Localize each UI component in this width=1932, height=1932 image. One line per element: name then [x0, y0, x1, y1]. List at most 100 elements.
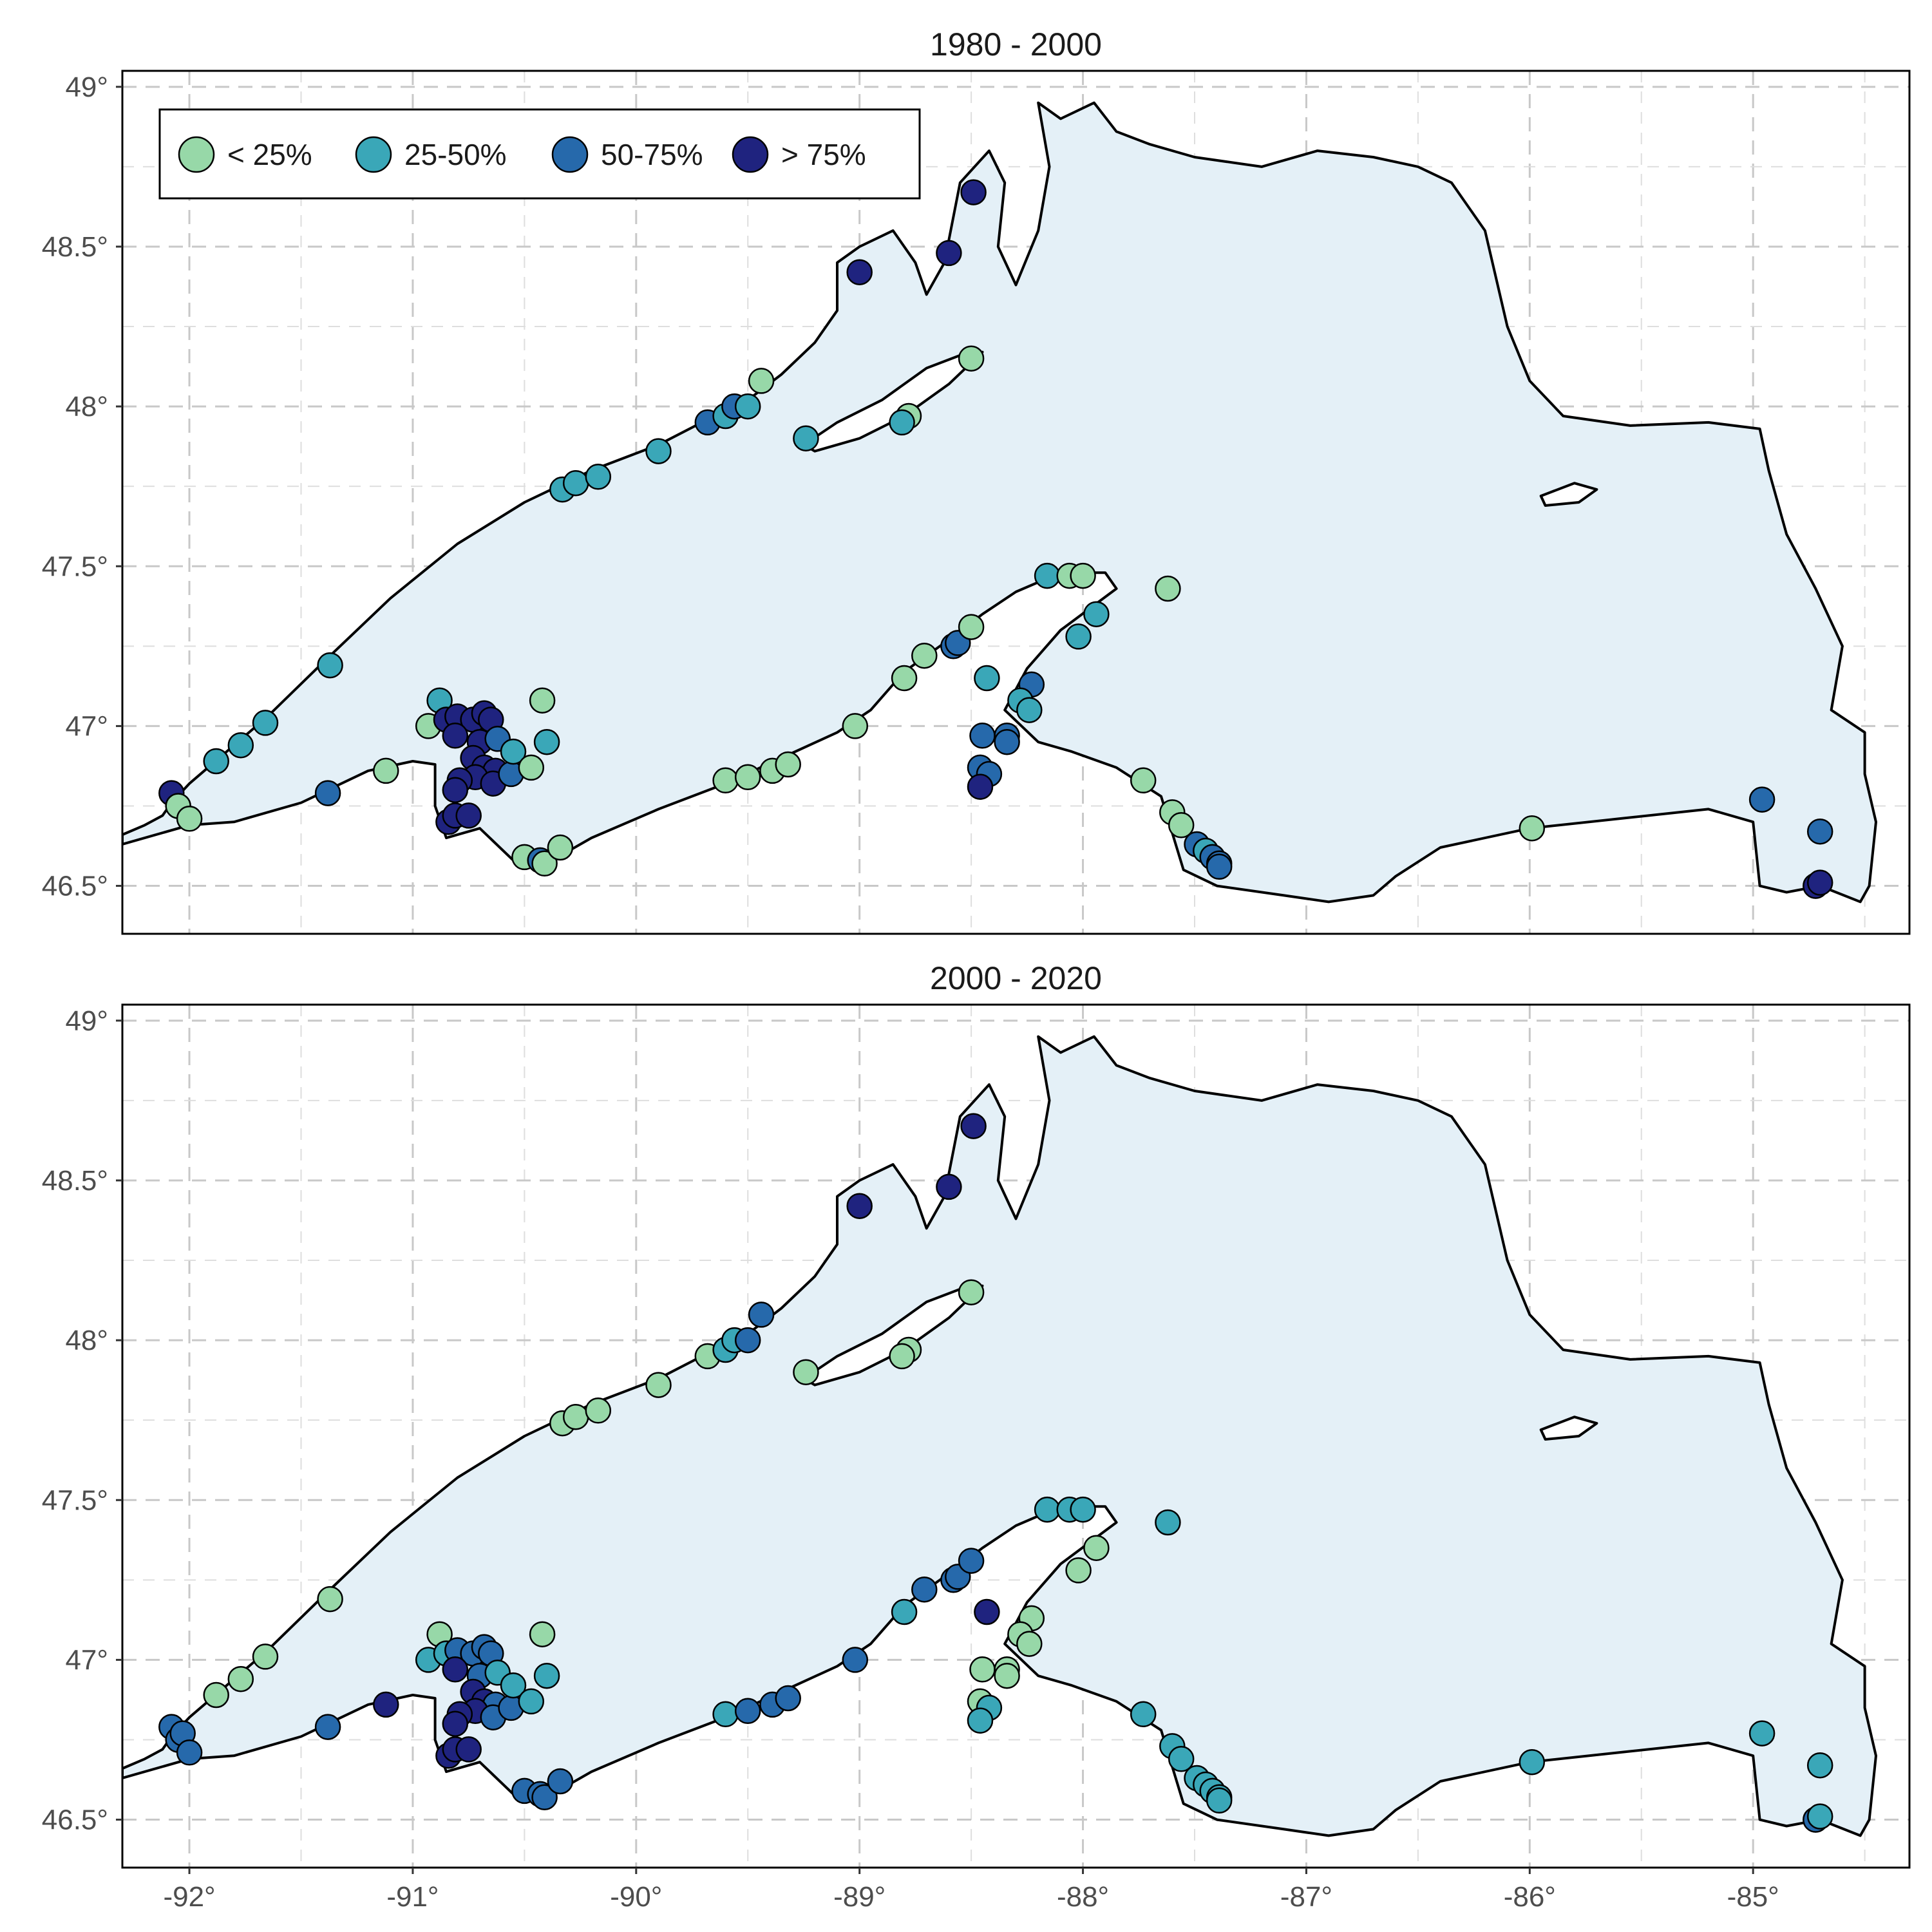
site-point — [936, 1173, 962, 1200]
site-point — [227, 732, 254, 759]
site-point — [1155, 575, 1181, 602]
site-point — [500, 1672, 527, 1699]
site-point — [994, 728, 1020, 755]
site-point — [891, 1598, 918, 1625]
x-tick-label: -87° — [1280, 1881, 1332, 1913]
site-point — [176, 1739, 203, 1766]
site-point — [317, 1586, 343, 1613]
site-point — [455, 1736, 482, 1763]
x-tick-label: -91° — [386, 1881, 439, 1913]
michipicoten-island — [1539, 1416, 1598, 1441]
legend-label-gt75: > 75% — [781, 138, 866, 171]
panel-2000-2020: 2000 - 2020 46.5° 47° 47.5° 48° 48.5° 49° -92° -… — [42, 960, 1911, 1913]
x-tick-label: -85° — [1727, 1881, 1779, 1913]
legend-swatch-25_50 — [355, 136, 392, 173]
site-point — [1034, 562, 1061, 589]
site-point — [842, 1647, 869, 1673]
site-point — [967, 1707, 994, 1734]
site-point — [846, 1193, 873, 1219]
site-point — [562, 1403, 589, 1430]
legend-box — [158, 108, 921, 200]
site-point — [1806, 818, 1833, 845]
site-point — [1806, 1803, 1833, 1830]
site-point — [734, 764, 761, 791]
sites — [158, 179, 1833, 899]
site-point — [176, 806, 203, 832]
site-point — [252, 710, 279, 736]
site-point — [1083, 1535, 1110, 1561]
site-point — [203, 748, 229, 775]
site-point — [969, 1656, 996, 1683]
panel-1980-2000: 1980 - 2000 46.5° 47° 47.5° 48° 48.5° 49° — [42, 26, 1911, 935]
legend-swatch-50_75 — [551, 136, 589, 173]
site-point — [1016, 1631, 1043, 1657]
site-point — [1168, 812, 1195, 838]
y-tick-label: 48° — [65, 391, 108, 422]
lake-superior — [122, 101, 1877, 904]
x-tick-label: -90° — [610, 1881, 662, 1913]
site-point — [373, 757, 399, 784]
legend-label-25_50: 25-50% — [404, 138, 507, 171]
site-point — [529, 687, 556, 714]
legend-label-50_75: 50-75% — [601, 138, 703, 171]
site-point — [974, 1598, 1000, 1625]
site-point — [562, 469, 589, 497]
site-point — [1070, 562, 1096, 589]
panel-frame — [121, 1003, 1911, 1869]
y-tick-label: 47° — [65, 710, 108, 742]
y-tick-label: 48° — [65, 1325, 108, 1356]
site-point — [373, 1691, 399, 1718]
site-point — [958, 345, 985, 372]
site-point — [203, 1681, 229, 1709]
site-point — [1083, 601, 1110, 627]
site-point — [442, 1710, 469, 1737]
panel-frame — [121, 70, 1911, 935]
site-point — [1519, 1748, 1546, 1776]
site-point — [734, 1327, 761, 1354]
site-point — [1206, 853, 1233, 880]
site-point — [911, 1576, 938, 1603]
y-tick-label: 46.5° — [42, 871, 108, 902]
site-point — [712, 767, 739, 794]
site-point — [518, 754, 545, 781]
y-tick-label: 49° — [65, 1005, 108, 1037]
site-point — [974, 665, 1000, 692]
site-point — [936, 240, 962, 267]
site-point — [533, 728, 560, 755]
legend-swatch-gt75 — [732, 136, 769, 173]
site-point — [793, 1359, 819, 1385]
site-point — [1806, 869, 1833, 896]
site-point — [842, 713, 869, 739]
y-tick-label: 48.5° — [42, 231, 108, 263]
site-point — [958, 1548, 985, 1574]
site-point — [585, 464, 612, 490]
site-point — [1206, 1787, 1233, 1814]
site-point — [1070, 1496, 1096, 1523]
site-point — [911, 642, 938, 669]
site-point — [1130, 767, 1157, 794]
site-point — [314, 1714, 341, 1740]
site-point — [969, 723, 996, 749]
site-point — [314, 780, 341, 806]
site-point — [227, 1665, 254, 1692]
site-point — [645, 1372, 672, 1398]
site-point — [775, 751, 801, 778]
x-tick-label: -92° — [163, 1881, 215, 1913]
legend-swatch-lt25 — [178, 136, 215, 173]
site-point — [1065, 623, 1092, 650]
site-point — [455, 802, 482, 829]
site-point — [1034, 1496, 1061, 1523]
site-point — [793, 425, 819, 451]
site-point — [889, 1343, 915, 1370]
y-tick-label: 47° — [65, 1644, 108, 1676]
site-point — [960, 1113, 987, 1139]
x-tick-label: -89° — [833, 1881, 886, 1913]
site-point — [1065, 1557, 1092, 1584]
site-point — [547, 834, 574, 861]
site-point — [891, 665, 918, 692]
site-point — [994, 1662, 1020, 1689]
site-point — [734, 1698, 761, 1725]
site-point — [748, 1302, 775, 1328]
site-point — [846, 259, 873, 285]
